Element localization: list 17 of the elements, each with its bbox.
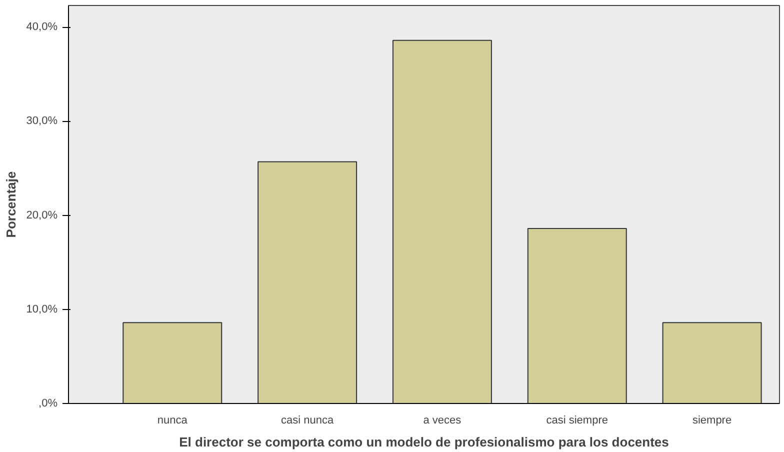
y-axis-title: Porcentaje <box>3 171 18 238</box>
x-tick-label: siempre <box>692 414 732 426</box>
y-tick-label: 10,0% <box>26 303 58 316</box>
bar <box>122 322 222 404</box>
x-tick-label: casi nunca <box>281 414 334 426</box>
y-tick-label: 40,0% <box>26 21 58 34</box>
bar <box>662 322 762 404</box>
bar <box>392 40 492 404</box>
y-tick-label: ,0% <box>38 398 58 410</box>
y-tick-label: 30,0% <box>26 115 58 128</box>
x-tick-label: nunca <box>157 414 188 426</box>
y-tick-label: 20,0% <box>26 209 58 222</box>
bar <box>527 228 627 404</box>
bar <box>258 161 358 404</box>
x-tick-label: a veces <box>423 414 462 426</box>
x-axis-title: El director se comporta como un modelo de profesionalismo para los docentes <box>179 434 669 450</box>
x-tick-label: casi siempre <box>546 414 608 426</box>
